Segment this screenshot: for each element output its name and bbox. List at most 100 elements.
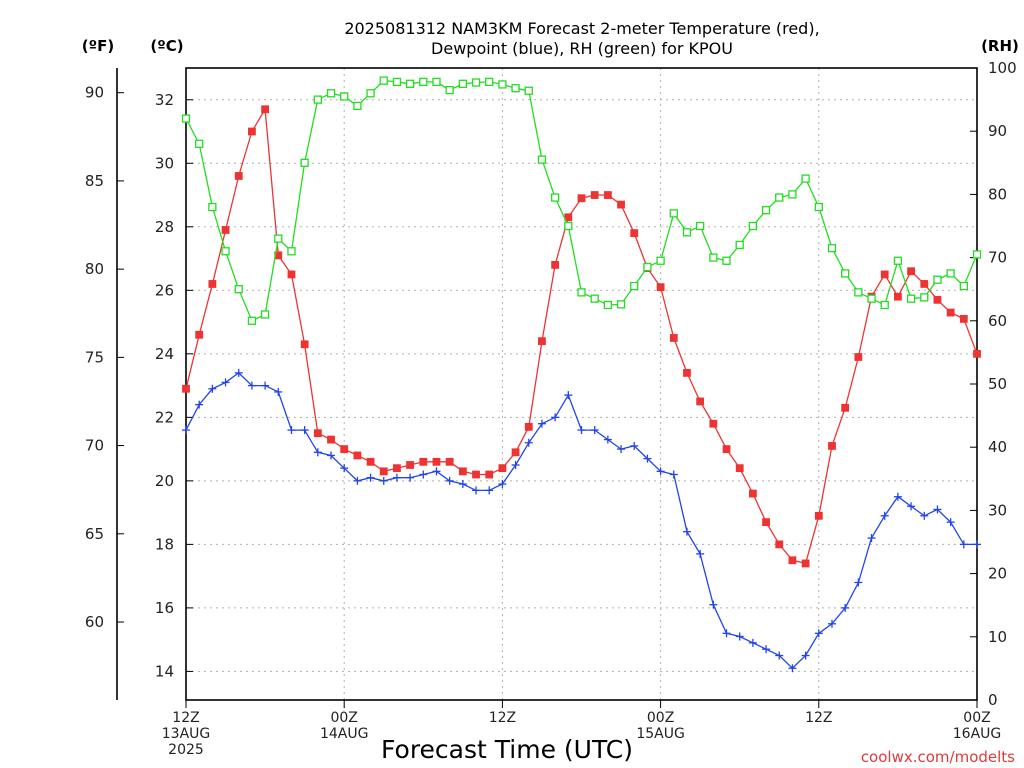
dewpoint-point [511,460,520,469]
dewpoint-point [353,476,362,485]
dewpoint-point [300,426,309,435]
temperature-point [894,292,902,301]
dewpoint-point [208,384,217,393]
x-tick-label: 16AUG [953,726,1002,742]
rh-point [458,79,468,88]
rh-tick-label: 80 [988,185,1007,203]
rh-point [550,193,560,202]
celsius-tick-label: 14 [155,662,174,680]
temperature-point [498,464,507,473]
temperature-point [406,461,415,469]
temperature-point [458,467,467,476]
temperature-point [261,105,270,114]
rh-point [933,275,942,284]
rh-point [221,247,230,256]
rh-point [274,234,283,243]
dewpoint-point [551,413,560,422]
dewpoint-point [682,527,691,536]
dewpoint-point [893,492,902,501]
dewpoint-point [814,629,823,638]
rh-point [827,243,837,253]
x-tick-label: 14AUG [320,726,369,742]
x-axis-label: Forecast Time (UTC) [381,735,633,764]
fahrenheit-tick-label: 85 [85,172,104,190]
rh-point [326,89,336,98]
dewpoint-point [946,518,955,527]
temperature-point [722,445,731,454]
temperature-point [340,445,349,454]
rh-point [709,253,718,262]
temperature-point [287,270,296,279]
temperature-point [959,314,968,323]
celsius-tick-label: 28 [155,218,174,236]
rh-tick-label: 20 [988,565,1007,583]
rh-tick-label: 90 [988,122,1007,140]
temperature-point [933,295,942,304]
dewpoint-point [735,632,744,641]
rh-point [972,250,982,259]
temperature-point [920,280,929,288]
x-tick-label: 13AUG [162,726,211,742]
rh-point [313,95,322,104]
rh-point [260,310,270,319]
rh-point [379,76,388,85]
temperature-point [973,349,981,358]
dewpoint-point [603,435,612,444]
fahrenheit-unit-label: (ºF) [82,37,114,55]
temperature-point [709,419,718,428]
rh-point [195,139,204,148]
rh-point [300,158,309,167]
temperature-point [524,422,533,431]
x-tick-label: 2025 [168,742,204,758]
dewpoint-point [748,638,757,647]
dewpoint-point [274,387,283,396]
x-tick-label: 12Z [489,710,516,726]
rh-point [920,293,929,302]
fahrenheit-tick-label: 70 [85,437,104,455]
temperature-point [208,280,217,288]
rh-tick-label: 10 [988,628,1007,646]
dewpoint-point [656,467,665,476]
temperature-series-line [185,107,978,565]
temperature-point [313,429,322,438]
temperature-point [683,368,691,377]
x-tick-label: 12Z [805,710,832,726]
temperature-point [366,457,375,466]
fahrenheit-tick-label: 90 [85,84,104,102]
dewpoint-point [472,486,481,495]
dewpoint-point [577,426,586,435]
temperature-point [221,226,230,234]
x-tick-label: 15AUG [636,726,685,742]
celsius-tick-label: 20 [155,472,174,490]
temperature-point [551,261,560,269]
rh-point [405,79,415,88]
temperature-point [379,467,388,476]
rh-point [366,89,375,98]
rh-tick-label: 30 [988,501,1007,519]
temperature-point [234,172,243,180]
dewpoint-point [287,426,296,435]
dewpoint-point [524,438,533,447]
rh-point [287,247,296,256]
rh-point [419,77,428,87]
rh-point [208,202,217,212]
rh-point [696,221,705,231]
rh-tick-label: 100 [988,59,1017,77]
temperature-point [327,435,335,444]
temperature-point [419,457,428,466]
dewpoint-point [801,651,810,660]
temperature-point [735,464,744,473]
temperature-point [775,540,784,549]
rh-tick-label: 70 [988,249,1007,267]
dewpoint-point [445,476,454,485]
x-tick-label: 00Z [647,710,674,726]
rh-point [788,190,797,199]
dewpoint-point [933,505,942,514]
rh-point [590,294,599,303]
dewpoint-point [485,486,494,495]
temperature-point [854,353,863,361]
dewpoint-point [907,502,916,511]
dewpoint-point [564,391,573,400]
temperature-point [828,442,836,450]
rh-point [392,77,402,87]
